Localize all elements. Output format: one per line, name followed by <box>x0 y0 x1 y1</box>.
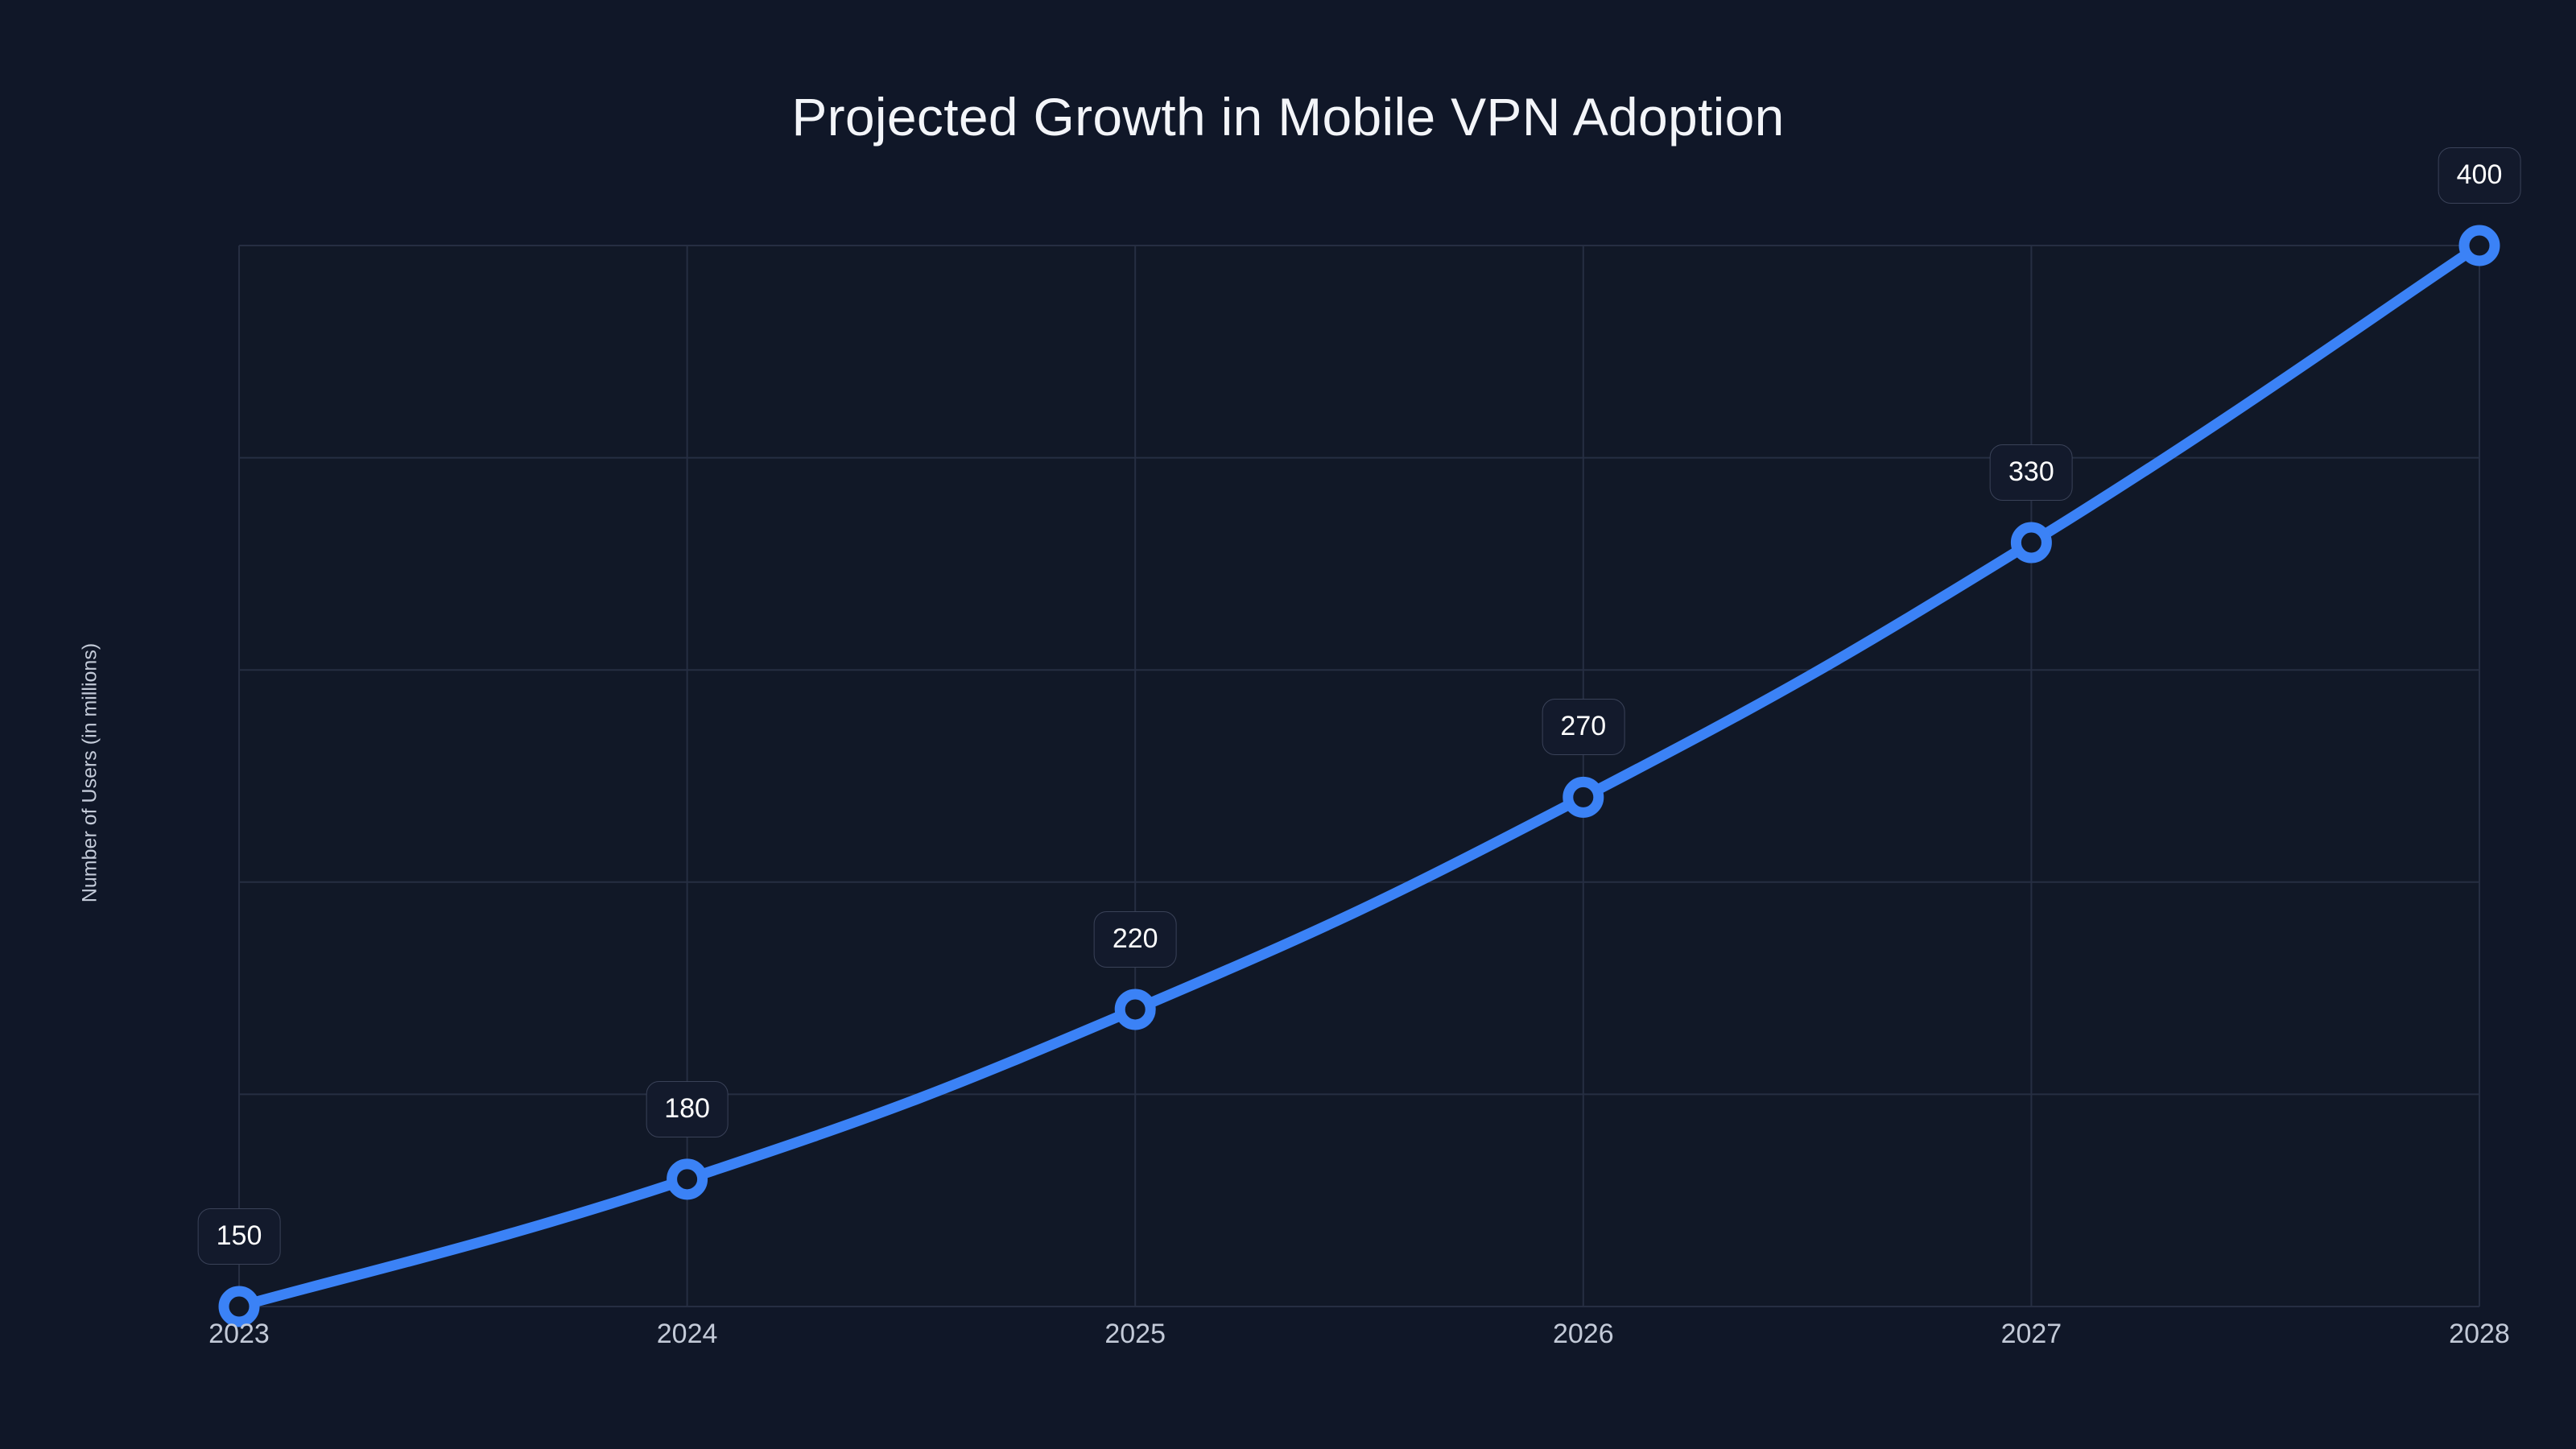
data-point-label: 330 <box>1990 444 2073 502</box>
data-point-label: 400 <box>2438 147 2521 204</box>
data-point-marker[interactable] <box>667 1158 708 1200</box>
data-point-label: 270 <box>1542 699 1625 756</box>
x-tick-label: 2028 <box>2449 1319 2510 1349</box>
x-tick-label: 2025 <box>1104 1319 1166 1349</box>
series-line <box>233 240 2485 1312</box>
data-point-marker[interactable] <box>218 1286 260 1327</box>
data-point-label: 150 <box>197 1208 281 1265</box>
data-point-marker[interactable] <box>1563 776 1604 818</box>
gridlines <box>238 245 2480 1307</box>
series-line-layer <box>233 240 2485 1312</box>
x-tick-label: 2024 <box>656 1319 718 1349</box>
data-point-marker[interactable] <box>2010 522 2052 564</box>
plot-background <box>239 246 2479 1307</box>
x-tick-label: 2023 <box>208 1319 270 1349</box>
data-point-marker[interactable] <box>2458 225 2500 266</box>
data-point-label: 180 <box>646 1080 729 1137</box>
x-tick-label: 2026 <box>1552 1319 1614 1349</box>
data-point-label: 220 <box>1093 910 1177 968</box>
chart-title: Projected Growth in Mobile VPN Adoption <box>791 87 1785 147</box>
series-markers-layer <box>218 225 2500 1327</box>
data-point-marker[interactable] <box>1114 989 1156 1030</box>
x-tick-label: 2027 <box>2000 1319 2062 1349</box>
